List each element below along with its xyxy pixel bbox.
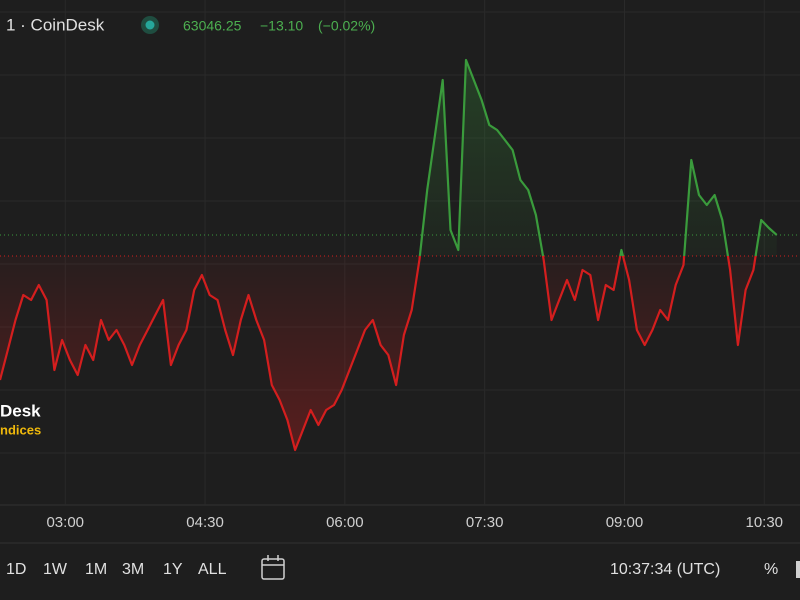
plot (0, 58, 800, 452)
x-tick-label: 09:00 (606, 514, 644, 531)
percent-toggle[interactable]: % (764, 561, 778, 578)
range-button[interactable]: 1Y (163, 561, 183, 578)
range-button[interactable]: ALL (198, 561, 227, 578)
last-price: 63046.25 (183, 18, 242, 34)
clock: 10:37:34 (UTC) (610, 561, 720, 578)
price-change: −13.10 (260, 18, 303, 34)
area-up (0, 60, 777, 256)
area-down (0, 256, 777, 450)
watermark: ndices (0, 422, 41, 437)
cut-off-button (796, 561, 800, 578)
range-button[interactable]: 1W (43, 561, 68, 578)
x-tick-label: 07:30 (466, 514, 504, 531)
date-picker[interactable] (261, 555, 285, 580)
calendar-icon[interactable] (261, 558, 285, 580)
x-tick-label: 06:00 (326, 514, 364, 531)
price-line-down (0, 256, 757, 452)
x-tick-label: 04:30 (186, 514, 224, 531)
range-buttons: 1D 1W 1M 3M 1Y ALL (6, 561, 227, 578)
x-tick-label: 03:00 (46, 514, 84, 531)
symbol-title: 1 · CoinDesk (6, 15, 105, 34)
x-tick-label: 10:30 (745, 514, 783, 531)
status-dot (145, 20, 155, 30)
watermark: Desk (0, 401, 41, 420)
price-change-percent: (−0.02%) (318, 18, 375, 34)
range-button[interactable]: 3M (122, 561, 144, 578)
range-button[interactable]: 1D (6, 561, 26, 578)
range-button[interactable]: 1M (85, 561, 107, 578)
